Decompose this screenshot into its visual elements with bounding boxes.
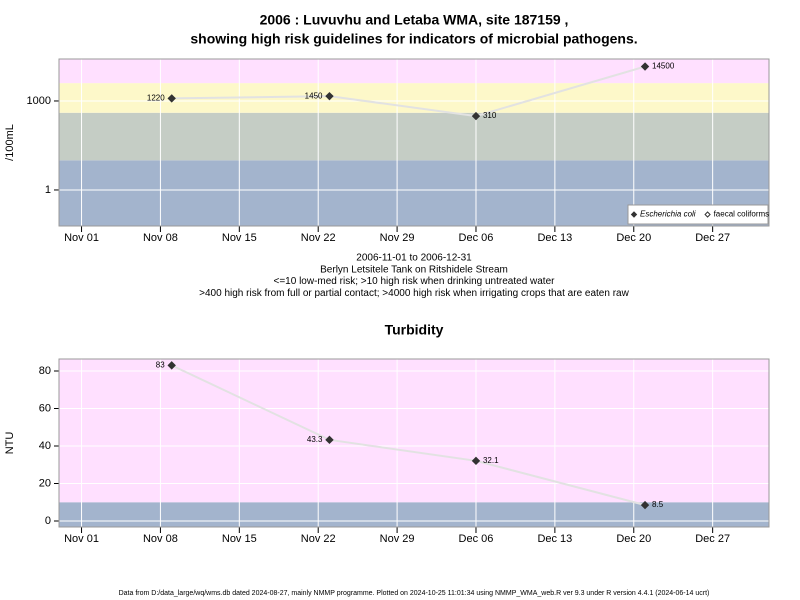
footer: Data from D:/data_large/wq/wms.db dated … bbox=[119, 590, 710, 597]
legend-marker bbox=[704, 211, 711, 218]
x-tick-label: Nov 15 bbox=[222, 232, 257, 244]
y-tick-label: 1 bbox=[45, 184, 51, 196]
risk-band bbox=[59, 59, 769, 84]
y-tick-label: 60 bbox=[39, 402, 51, 414]
x-tick-label: Dec 06 bbox=[459, 232, 494, 244]
value-label: 32.1 bbox=[483, 456, 499, 465]
x-tick-label: Nov 01 bbox=[64, 533, 99, 545]
x-tick-label: Nov 29 bbox=[380, 533, 415, 545]
x-tick-label: Nov 15 bbox=[222, 533, 257, 545]
data-point bbox=[167, 361, 176, 370]
y-axis-label: NTU bbox=[4, 432, 16, 455]
chart-title: 2006 : Luvuvhu and Letaba WMA, site 1871… bbox=[260, 12, 569, 28]
x-tick-label: Dec 13 bbox=[537, 533, 572, 545]
legend-label: Escherichia coli bbox=[640, 210, 696, 219]
caption-line: <=10 low-med risk; >10 high risk when dr… bbox=[274, 276, 556, 287]
chart-title: Turbidity bbox=[385, 322, 444, 338]
risk-band bbox=[59, 112, 769, 161]
y-tick-label: 80 bbox=[39, 365, 51, 377]
x-tick-label: Nov 29 bbox=[380, 232, 415, 244]
y-tick-label: 40 bbox=[39, 440, 51, 452]
x-tick-label: Nov 08 bbox=[143, 232, 178, 244]
x-tick-label: Dec 27 bbox=[695, 533, 730, 545]
risk-band bbox=[59, 502, 769, 527]
data-point bbox=[640, 500, 650, 510]
legend-marker bbox=[630, 211, 638, 218]
value-label: 1220 bbox=[147, 94, 165, 103]
data-point bbox=[471, 111, 481, 121]
x-tick-label: Nov 08 bbox=[143, 533, 178, 545]
x-tick-label: Nov 22 bbox=[301, 533, 336, 545]
x-tick-label: Dec 06 bbox=[459, 533, 494, 545]
x-tick-label: Dec 20 bbox=[616, 232, 651, 244]
caption-line: >400 high risk from full or partial cont… bbox=[199, 288, 629, 299]
x-tick-label: Dec 13 bbox=[537, 232, 572, 244]
y-tick-label: 1000 bbox=[27, 95, 51, 107]
y-tick-label: 0 bbox=[45, 515, 51, 527]
value-label: 8.5 bbox=[652, 500, 664, 509]
x-tick-label: Nov 01 bbox=[64, 232, 99, 244]
value-label: 43.3 bbox=[307, 435, 323, 444]
series-line bbox=[171, 65, 646, 118]
value-label: 83 bbox=[156, 360, 165, 369]
legend-label: faecal coliforms bbox=[714, 210, 770, 219]
value-label: 310 bbox=[483, 111, 497, 120]
data-point bbox=[325, 435, 334, 445]
x-tick-label: Dec 20 bbox=[616, 533, 651, 545]
data-point bbox=[640, 62, 650, 71]
value-label: 14500 bbox=[652, 62, 675, 71]
series-line bbox=[171, 364, 646, 507]
y-axis-label: /100mL bbox=[4, 124, 16, 161]
chart-title: showing high risk guidelines for indicat… bbox=[190, 31, 637, 47]
legend-box bbox=[627, 204, 769, 225]
x-tick-label: Dec 27 bbox=[695, 232, 730, 244]
x-tick-label: Nov 22 bbox=[301, 232, 336, 244]
risk-band bbox=[59, 359, 769, 503]
y-tick-label: 20 bbox=[39, 477, 51, 489]
value-label: 1450 bbox=[305, 91, 323, 100]
caption-line: 2006-11-01 to 2006-12-31 bbox=[356, 253, 472, 264]
data-point bbox=[471, 456, 481, 466]
plot-frame bbox=[58, 58, 770, 227]
caption-line: Berlyn Letsitele Tank on Ritshidele Stre… bbox=[320, 264, 508, 275]
data-point bbox=[167, 94, 176, 103]
data-point bbox=[325, 91, 334, 101]
plot-frame bbox=[58, 358, 770, 528]
